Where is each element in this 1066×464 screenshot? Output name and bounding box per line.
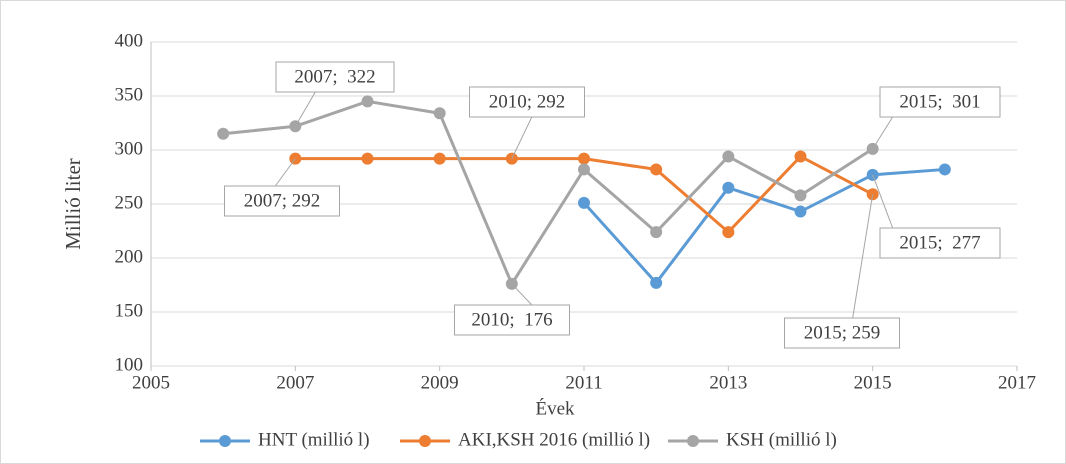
annotation-leader [511,283,533,306]
x-axis-label: Évek [535,397,575,419]
point [650,276,663,289]
point [794,189,807,202]
annotation-box [454,304,570,336]
annotation: 2015; 259 [804,322,881,343]
annotation-box [879,86,1001,118]
point [938,163,951,176]
point [433,152,446,165]
point [578,163,590,176]
x-tick-label: 2013 [709,372,747,393]
annotation-leader [511,116,533,159]
legend-label: HNT (millió l) [258,429,370,450]
annotation-leader [872,174,894,229]
point [650,163,663,176]
y-tick-label: 400 [115,30,144,51]
point [217,127,230,140]
point [794,205,807,218]
series-line [223,99,874,288]
y-tick-label: 100 [115,354,144,375]
point [722,181,735,194]
x-tick-label: 2015 [854,372,892,393]
point [722,226,735,239]
legend-label: AKI,KSH 2016 (millió l) [458,429,650,450]
annotation-box [879,227,1001,259]
annotation-box [784,317,900,349]
annotation: 2015; 277 [899,232,980,253]
annotation-box [275,61,395,93]
annotation-leader [852,194,874,319]
annotation: 2007; 322 [294,66,375,87]
point [722,150,735,163]
legend-label: KSH (millió l) [726,429,837,450]
annotation-leader [274,158,296,187]
y-tick-label: 200 [115,246,144,267]
x-tick-label: 2009 [421,372,459,393]
annotation-box [469,86,585,118]
y-tick-label: 150 [115,300,144,321]
annotation-leader [872,116,894,150]
point [433,107,446,120]
legend-marker [687,435,699,447]
y-axis-label: Millió liter [61,158,85,250]
y-tick-label: 250 [115,192,144,213]
point [361,95,374,108]
annotation: 2007; 292 [244,190,321,211]
x-tick-label: 2007 [276,372,314,393]
point [361,152,374,165]
legend-marker [219,435,231,447]
point [650,226,663,239]
annotation: 2010; 292 [489,91,566,112]
annotation-leader [294,91,316,127]
point [794,150,807,163]
annotation-box [224,185,340,217]
series-line [582,167,945,286]
x-tick-label: 2005 [132,372,170,393]
y-tick-label: 300 [115,138,144,159]
x-tick-label: 2017 [998,372,1036,393]
point [578,152,590,165]
legend-marker [419,435,431,447]
annotation: 2015; 301 [899,91,980,112]
point [578,196,590,209]
annotation: 2010; 176 [471,309,552,330]
y-tick-label: 350 [115,84,144,105]
x-tick-label: 2011 [565,372,602,393]
